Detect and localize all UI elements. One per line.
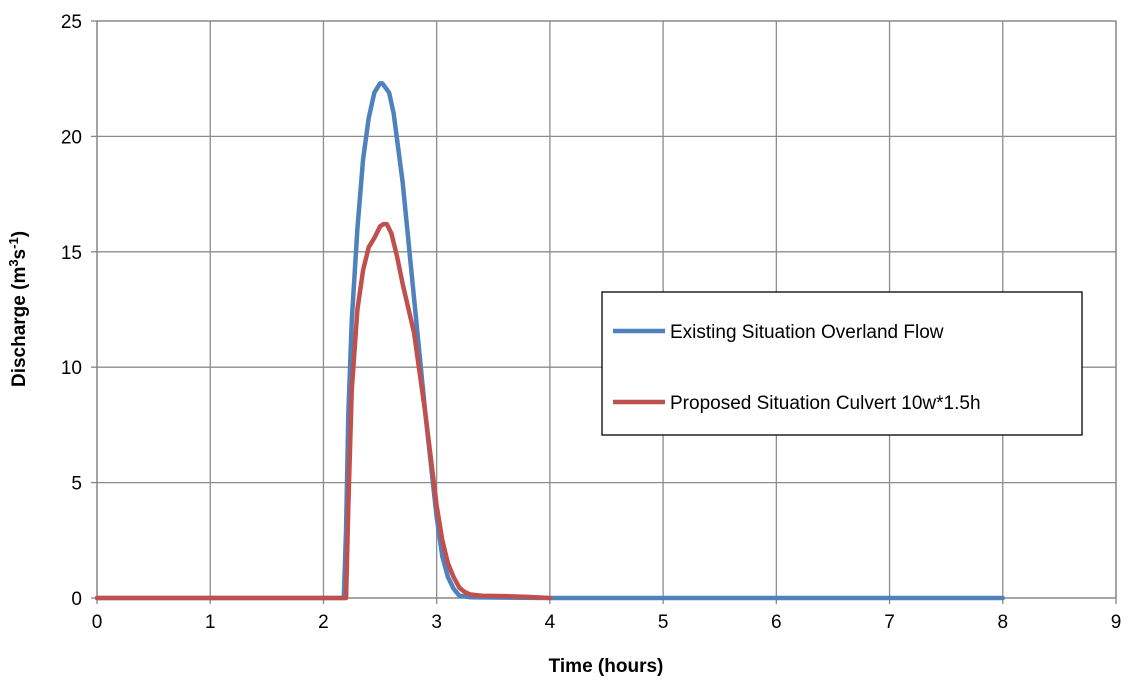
x-tick-label: 0 <box>92 612 103 633</box>
y-axis-title-sup2: -1 <box>6 237 21 249</box>
x-tick-label: 9 <box>1111 612 1122 633</box>
x-tick-label: 7 <box>884 612 895 633</box>
series-line-proposed <box>94 221 553 601</box>
x-tick-label: 1 <box>205 612 216 633</box>
y-tick-label: 15 <box>61 243 82 264</box>
y-tick-label: 20 <box>61 127 82 148</box>
x-tick-label: 5 <box>658 612 669 633</box>
x-axis-title: Time (hours) <box>549 656 664 677</box>
x-tick-label: 3 <box>431 612 442 633</box>
y-axis-title: Discharge (m3s-1) <box>6 231 30 387</box>
series-lines <box>94 81 1006 601</box>
y-tick-label: 25 <box>61 12 82 33</box>
x-tick-label: 6 <box>771 612 782 633</box>
legend-box <box>601 291 1083 436</box>
x-tick-label: 8 <box>997 612 1008 633</box>
y-tick-label: 5 <box>71 474 82 495</box>
x-tick-label: 4 <box>545 612 556 633</box>
y-axis-title-sup1: 3 <box>6 259 21 266</box>
legend-label-existing: Existing Situation Overland Flow <box>670 322 944 343</box>
y-tick-label: 10 <box>61 358 82 379</box>
x-tick-label: 2 <box>318 612 329 633</box>
legend-label-proposed: Proposed Situation Culvert 10w*1.5h <box>670 393 981 414</box>
y-tick-label: 0 <box>71 589 82 610</box>
legend: Existing Situation Overland Flow Propose… <box>601 291 1083 436</box>
tick-labels: 0 1 2 3 4 5 6 7 8 9 0 5 10 15 20 25 <box>61 12 1121 633</box>
